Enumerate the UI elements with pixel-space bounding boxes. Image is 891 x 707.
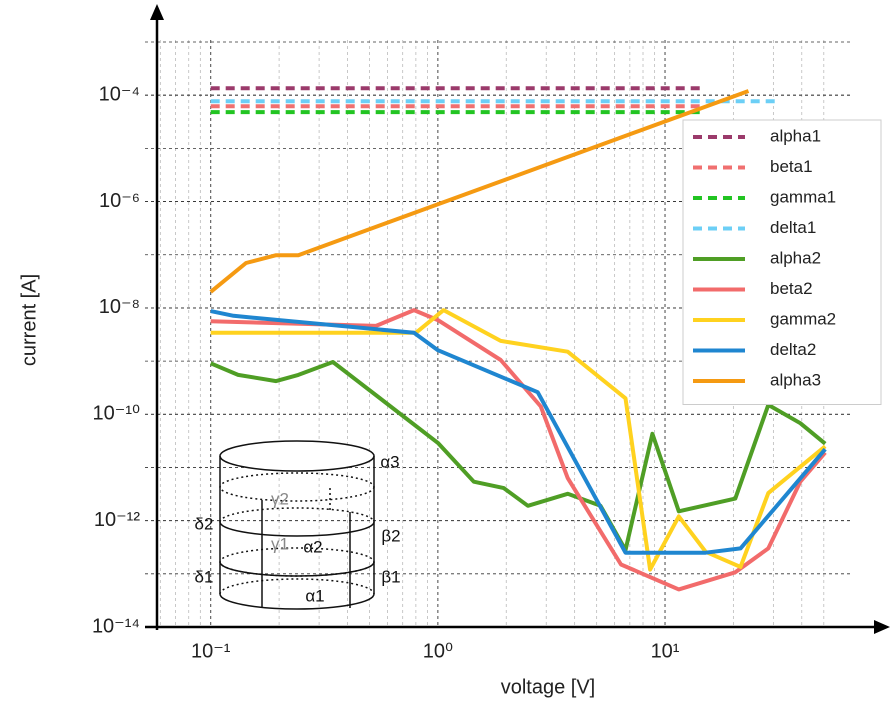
inset-label: α3	[380, 452, 399, 471]
legend-label: gamma2	[770, 309, 836, 328]
series-line	[210, 308, 827, 572]
y-tick-label: 10⁻¹⁴	[92, 615, 140, 637]
x-tick-label: 10⁰	[423, 640, 453, 662]
inset-diagram	[219, 440, 375, 610]
legend-label: alpha1	[770, 126, 821, 145]
legend-label: delta2	[770, 340, 816, 359]
y-tick-label: 10⁻¹⁰	[93, 403, 140, 425]
series-line	[210, 309, 827, 555]
inset-label: γ2	[271, 489, 289, 508]
y-tick-label: 10⁻¹²	[94, 509, 140, 531]
legend-label: gamma1	[770, 187, 836, 206]
legend-label: alpha2	[770, 248, 821, 267]
x-tick-label: 10⁻¹	[191, 640, 231, 662]
y-axis-label: current [A]	[18, 274, 40, 366]
legend-label: delta1	[770, 218, 816, 237]
inset-label: δ2	[195, 514, 214, 533]
inset-label: γ1	[271, 534, 289, 553]
x-axis-label: voltage [V]	[501, 676, 596, 698]
inset-label: α1	[305, 586, 324, 605]
plot-area	[209, 86, 827, 592]
legend-label: beta2	[770, 279, 813, 298]
y-tick-label: 10⁻⁴	[99, 83, 140, 105]
inset-label: β2	[381, 526, 400, 545]
series-line	[209, 89, 750, 294]
y-tick-label: 10⁻⁸	[99, 296, 140, 318]
series-line	[210, 308, 827, 592]
inset-label: δ1	[195, 567, 214, 586]
inset-label: β1	[381, 567, 400, 586]
legend-label: alpha3	[770, 370, 821, 389]
axes	[145, 4, 890, 634]
x-tick-label: 10¹	[651, 640, 680, 662]
legend: alpha1 beta1 gamma1 delta1 alpha2 beta2 gamma2…	[682, 119, 882, 405]
inset-label: α2	[303, 537, 322, 556]
series-line	[209, 360, 827, 552]
y-tick-label: 10⁻⁶	[99, 190, 140, 212]
legend-label: beta1	[770, 157, 813, 176]
